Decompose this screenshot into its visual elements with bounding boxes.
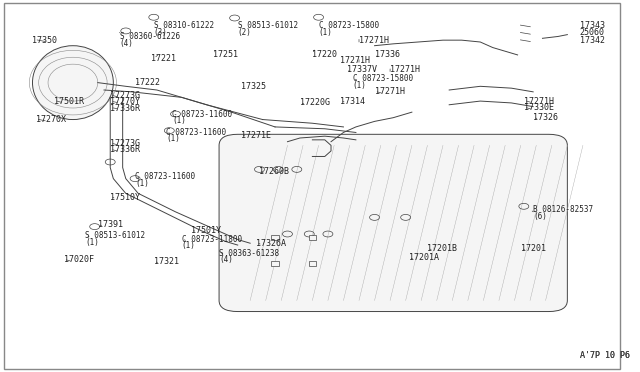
Ellipse shape [33,46,113,119]
Text: 17321: 17321 [154,257,179,266]
Text: 17221: 17221 [150,54,175,63]
Text: C 08723-11600: C 08723-11600 [135,172,195,181]
Text: 17201B: 17201B [428,244,458,253]
Text: 17273G: 17273G [110,91,140,100]
Text: 17270Y: 17270Y [110,97,140,106]
Text: A'7P 10 P6: A'7P 10 P6 [580,351,630,360]
Text: 17350: 17350 [33,36,58,45]
Text: (1): (1) [353,81,367,90]
Text: 17201A: 17201A [409,253,439,263]
Text: 17501R: 17501R [54,97,84,106]
Text: 17271H: 17271H [390,65,420,74]
Text: S 08310-61222: S 08310-61222 [154,21,214,30]
Text: (1): (1) [166,134,180,143]
Text: (1): (1) [172,116,186,125]
Text: (1): (1) [135,179,149,187]
Text: (6): (6) [533,212,547,221]
Text: 17201: 17201 [521,244,546,253]
Text: 17020F: 17020F [63,255,93,264]
Text: S 08513-61012: S 08513-61012 [85,231,145,240]
Text: S 08513-61012: S 08513-61012 [237,21,298,30]
Text: 17314: 17314 [340,97,365,106]
Text: 17343: 17343 [580,21,605,30]
Text: 17271H: 17271H [340,56,371,65]
Text: C 08723-11600: C 08723-11600 [166,128,227,137]
Text: S 08363-61238: S 08363-61238 [219,249,279,258]
Text: 17326: 17326 [533,113,558,122]
Text: 17342: 17342 [580,36,605,45]
Text: 17270X: 17270X [36,115,65,124]
Text: C 08723-11600: C 08723-11600 [172,109,232,119]
Text: 17330E: 17330E [524,103,554,112]
Text: 17336R: 17336R [110,103,140,113]
Text: C 08723-15800: C 08723-15800 [353,74,413,83]
Text: 17501Y: 17501Y [191,226,221,235]
Text: (1): (1) [182,241,196,250]
Text: A'7P 10 P6: A'7P 10 P6 [580,351,630,360]
Text: 17336R: 17336R [110,145,140,154]
Text: 17326A: 17326A [257,239,286,248]
Bar [271,235,279,240]
Text: 17251: 17251 [213,51,238,60]
Bar [271,261,279,266]
Text: 17273G: 17273G [110,139,140,148]
Text: 17336: 17336 [374,51,399,60]
Text: C 08723-15800: C 08723-15800 [319,21,379,30]
Text: (4): (4) [219,255,233,264]
Text: 17271H: 17271H [374,87,404,96]
Text: 25060: 25060 [580,28,605,37]
Text: 17260B: 17260B [259,167,289,176]
Bar [308,235,316,240]
Text: (1): (1) [85,238,99,247]
Text: (3): (3) [154,28,168,37]
Text: (1): (1) [319,28,332,37]
Text: 17220G: 17220G [300,99,330,108]
Bar [308,261,316,266]
Text: C 08723-11800: C 08723-11800 [182,235,242,244]
Text: 17271H: 17271H [524,97,554,106]
Text: 17337V: 17337V [347,65,376,74]
Text: 17222: 17222 [135,78,160,87]
Text: (4): (4) [120,39,133,48]
Text: 17325: 17325 [241,82,266,91]
Text: 17271H: 17271H [359,36,389,45]
Text: B 08126-82537: B 08126-82537 [533,205,593,215]
Text: 17510Y: 17510Y [110,193,140,202]
Text: 17391: 17391 [98,220,123,229]
Text: 17220: 17220 [312,51,337,60]
FancyBboxPatch shape [219,134,567,311]
Text: (2): (2) [237,28,252,37]
Text: S 08360-61226: S 08360-61226 [120,32,180,41]
Text: 17271E: 17271E [241,131,271,140]
